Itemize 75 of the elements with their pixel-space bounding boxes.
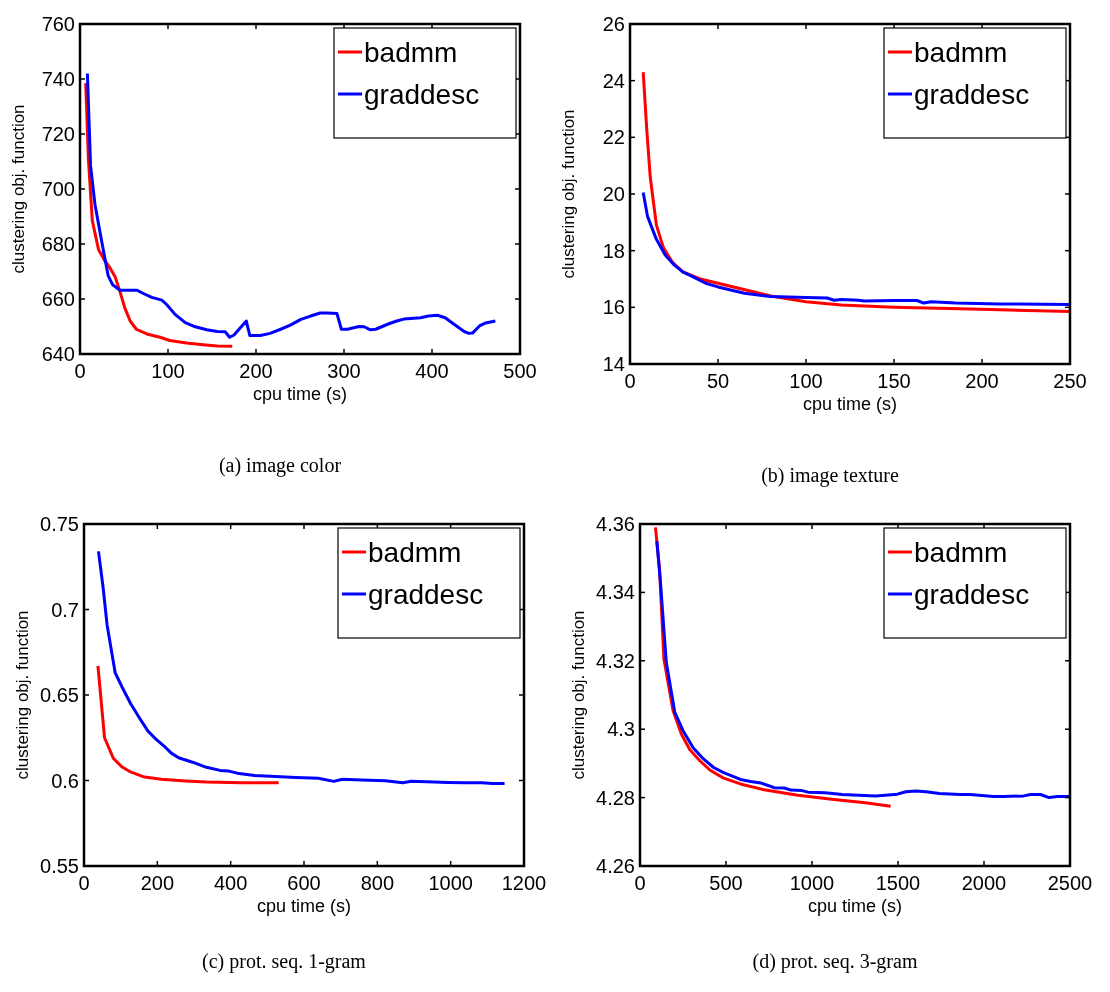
y-tick-label: 0.7 [51,598,79,621]
y-tick-label: 760 [41,13,75,35]
y-tick-label: 0.75 [40,513,79,535]
legend-label: badmm [368,537,462,568]
line-series [641,191,1072,306]
y-tick-label: 22 [602,126,625,149]
x-tick-label: 400 [213,872,248,894]
x-tick-label: 0 [634,872,646,894]
x-tick-label: 800 [360,872,395,894]
x-tick-label: 250 [1053,370,1087,392]
legend-label: badmm [914,537,1008,568]
x-tick-label: 500 [709,872,743,894]
x-tick-label: 200 [965,370,999,392]
x-axis-title: cpu time (s) [252,384,348,404]
legend-label: graddesc [914,579,1030,610]
y-tick-label: 680 [41,233,75,255]
y-axis-title: clustering obj. function [13,610,32,780]
y-tick-label: 0.65 [40,684,79,706]
text: (d) prot. seq. 3-gram [752,950,918,973]
y-tick-label: 14 [602,353,625,375]
legend-label: graddesc [914,79,1030,110]
y-tick-label: 660 [41,288,75,310]
y-tick-label: 18 [602,239,625,262]
x-tick-label: 600 [287,872,321,894]
line-series [655,539,1072,800]
y-tick-label: 4.34 [596,581,635,604]
x-tick-label: 1500 [875,872,921,894]
y-tick-label: 16 [602,296,625,319]
y-tick-label: 4.26 [596,855,635,877]
text: (c) prot. seq. 1-gram [202,950,367,973]
y-tick-label: 4.3 [607,718,635,741]
legend-label: graddesc [368,579,484,610]
line-series [84,81,234,348]
y-tick-label: 4.32 [596,649,635,672]
y-tick-label: 26 [602,13,625,35]
x-tick-label: 200 [140,872,175,894]
x-axis-title: cpu time (s) [256,896,352,916]
legend-label: badmm [914,37,1008,68]
y-tick-label: 740 [41,68,75,90]
text: (b) image texture [761,464,899,487]
legend-label: badmm [364,37,458,68]
x-tick-label: 400 [415,360,449,382]
text: (a) image color [218,454,342,477]
y-tick-label: 4.36 [596,513,635,535]
x-tick-label: 2500 [1047,872,1093,894]
y-tick-label: 640 [41,343,75,365]
y-tick-label: 20 [602,183,625,205]
y-axis-title: clustering obj. function [559,109,578,279]
x-tick-label: 500 [503,360,537,382]
x-tick-label: 100 [151,360,185,382]
x-tick-label: 1200 [501,872,547,894]
legend-label: graddesc [364,79,480,110]
x-tick-label: 50 [706,370,730,392]
x-axis-title: cpu time (s) [807,896,903,916]
x-tick-label: 200 [239,360,273,382]
x-axis-title: cpu time (s) [802,394,898,414]
x-tick-label: 1000 [789,872,835,894]
y-tick-label: 700 [41,178,75,200]
x-tick-label: 300 [327,360,361,382]
y-tick-label: 0.6 [51,769,79,792]
y-axis-title: clustering obj. function [569,610,588,780]
y-tick-label: 24 [602,69,625,92]
y-tick-label: 0.55 [40,855,79,877]
line-series [85,72,497,339]
x-tick-label: 1000 [428,872,473,894]
x-tick-label: 100 [789,370,823,392]
y-tick-label: 720 [41,123,75,145]
x-tick-label: 0 [624,370,636,392]
line-series [96,664,281,785]
x-tick-label: 0 [74,360,86,382]
y-axis-title: clustering obj. function [9,104,28,274]
x-tick-label: 150 [877,370,911,392]
y-tick-label: 4.28 [596,786,635,809]
x-tick-label: 0 [78,872,90,894]
x-tick-label: 2000 [961,872,1007,894]
